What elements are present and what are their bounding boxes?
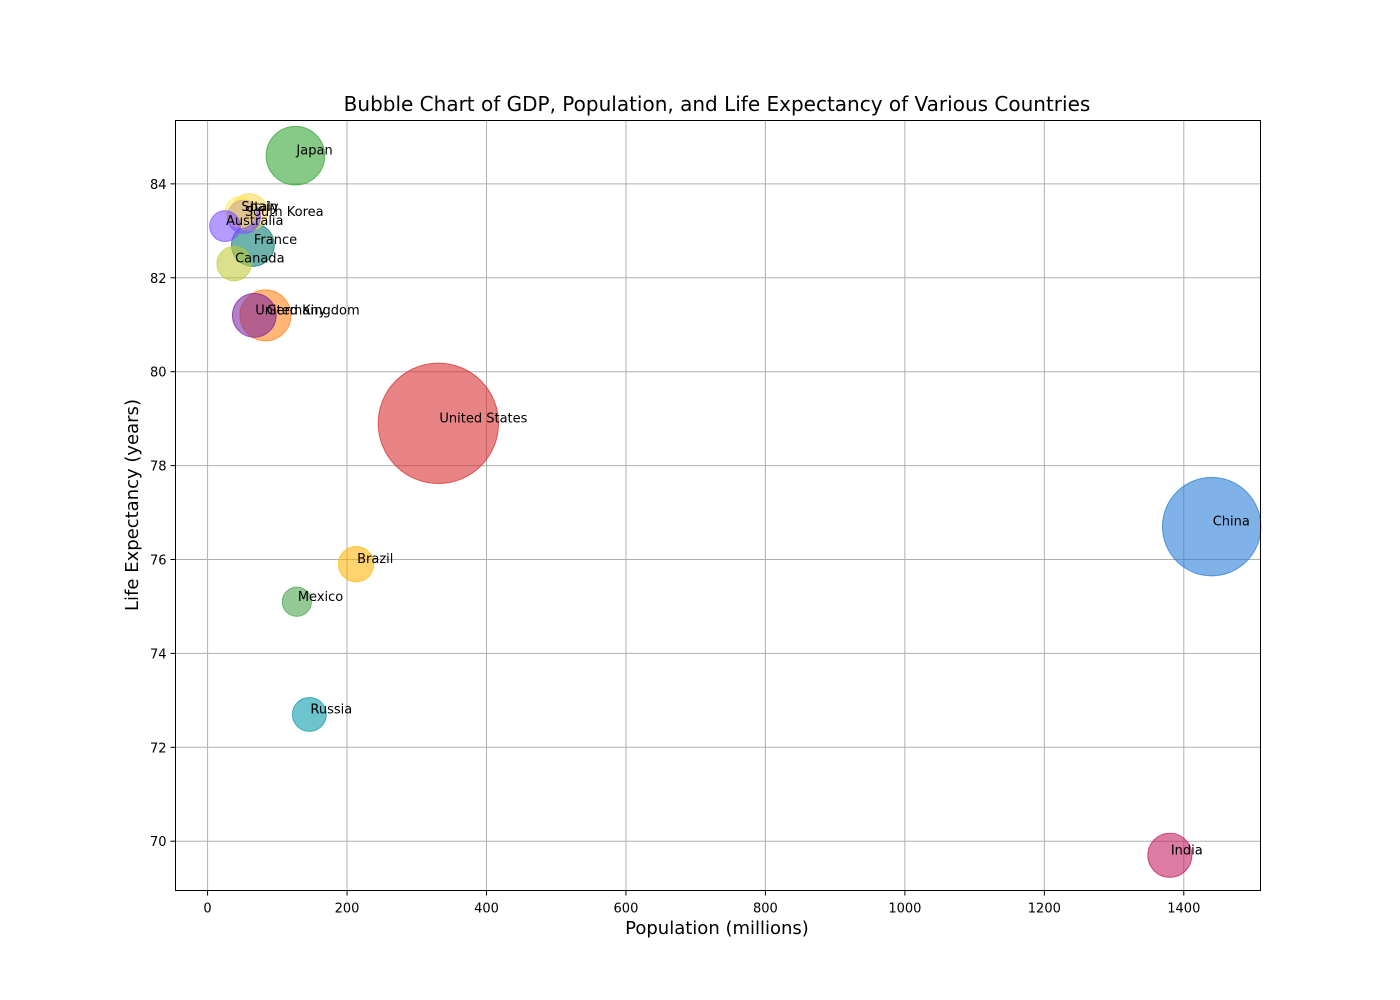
bubble-label-china: China: [1213, 515, 1250, 530]
grid-layer: [175, 120, 1261, 891]
bubble-label-mexico: Mexico: [298, 590, 343, 605]
y-tick-label: 84: [150, 178, 167, 193]
bubble-label-brazil: Brazil: [357, 552, 393, 567]
bubble-label-south-korea: South Korea: [245, 205, 324, 220]
x-tick-label: 1400: [1167, 902, 1200, 917]
bubble-label-russia: Russia: [310, 702, 352, 717]
y-tick-label: 74: [150, 647, 167, 662]
y-tick-label: 82: [150, 272, 167, 287]
bubble-united-kingdom: [231, 292, 277, 338]
x-tick-label: 1200: [1028, 902, 1061, 917]
bubble-label-france: France: [254, 233, 297, 248]
bubble-label-italy: Italy: [250, 200, 279, 215]
plot-frame: [175, 120, 1261, 891]
bubble-label-germany: Germany: [266, 303, 326, 318]
bubble-label-spain: Spain: [241, 200, 277, 215]
bubble-japan: [265, 125, 326, 186]
bubble-layer: [209, 125, 1262, 878]
y-tick-label: 70: [150, 835, 167, 850]
x-tick-label: 1000: [888, 902, 921, 917]
y-tick-label: 80: [150, 366, 167, 381]
tick-layer: 0 200 400 600 800 1000 1200 1400 70 72 74 76 78 80 82 8…: [150, 178, 1200, 917]
y-tick-label: 78: [150, 460, 167, 475]
x-tick-label: 200: [335, 902, 360, 917]
bubble-australia: [209, 210, 241, 242]
y-axis-label: Life Expectancy (years): [122, 399, 143, 611]
bubble-mexico: [281, 586, 312, 617]
y-tick-label: 72: [150, 741, 167, 756]
bubble-label-united-kingdom: United Kingdom: [255, 303, 359, 318]
bubble-label-canada: Canada: [235, 252, 284, 267]
bubble-label-india: India: [1171, 843, 1203, 858]
chart-title: Bubble Chart of GDP, Population, and Lif…: [344, 92, 1091, 116]
x-tick-label: 0: [203, 902, 211, 917]
x-axis-label: Population (millions): [625, 918, 809, 939]
x-tick-label: 400: [474, 902, 499, 917]
bubble-united-states: [377, 362, 500, 485]
bubble-label-united-states: United States: [439, 411, 527, 426]
bubble-brazil: [337, 546, 375, 583]
bubble-india: [1147, 832, 1193, 878]
x-tick-label: 800: [753, 902, 778, 917]
bubble-label-australia: Australia: [226, 214, 284, 229]
bubble-label-japan: Japan: [295, 144, 332, 159]
y-tick-label: 76: [150, 553, 167, 568]
bubble-russia: [291, 696, 327, 732]
bubble-canada: [216, 246, 252, 282]
label-layer: United States China Japan Germany India Unite…: [226, 144, 1250, 859]
x-tick-label: 600: [614, 902, 639, 917]
